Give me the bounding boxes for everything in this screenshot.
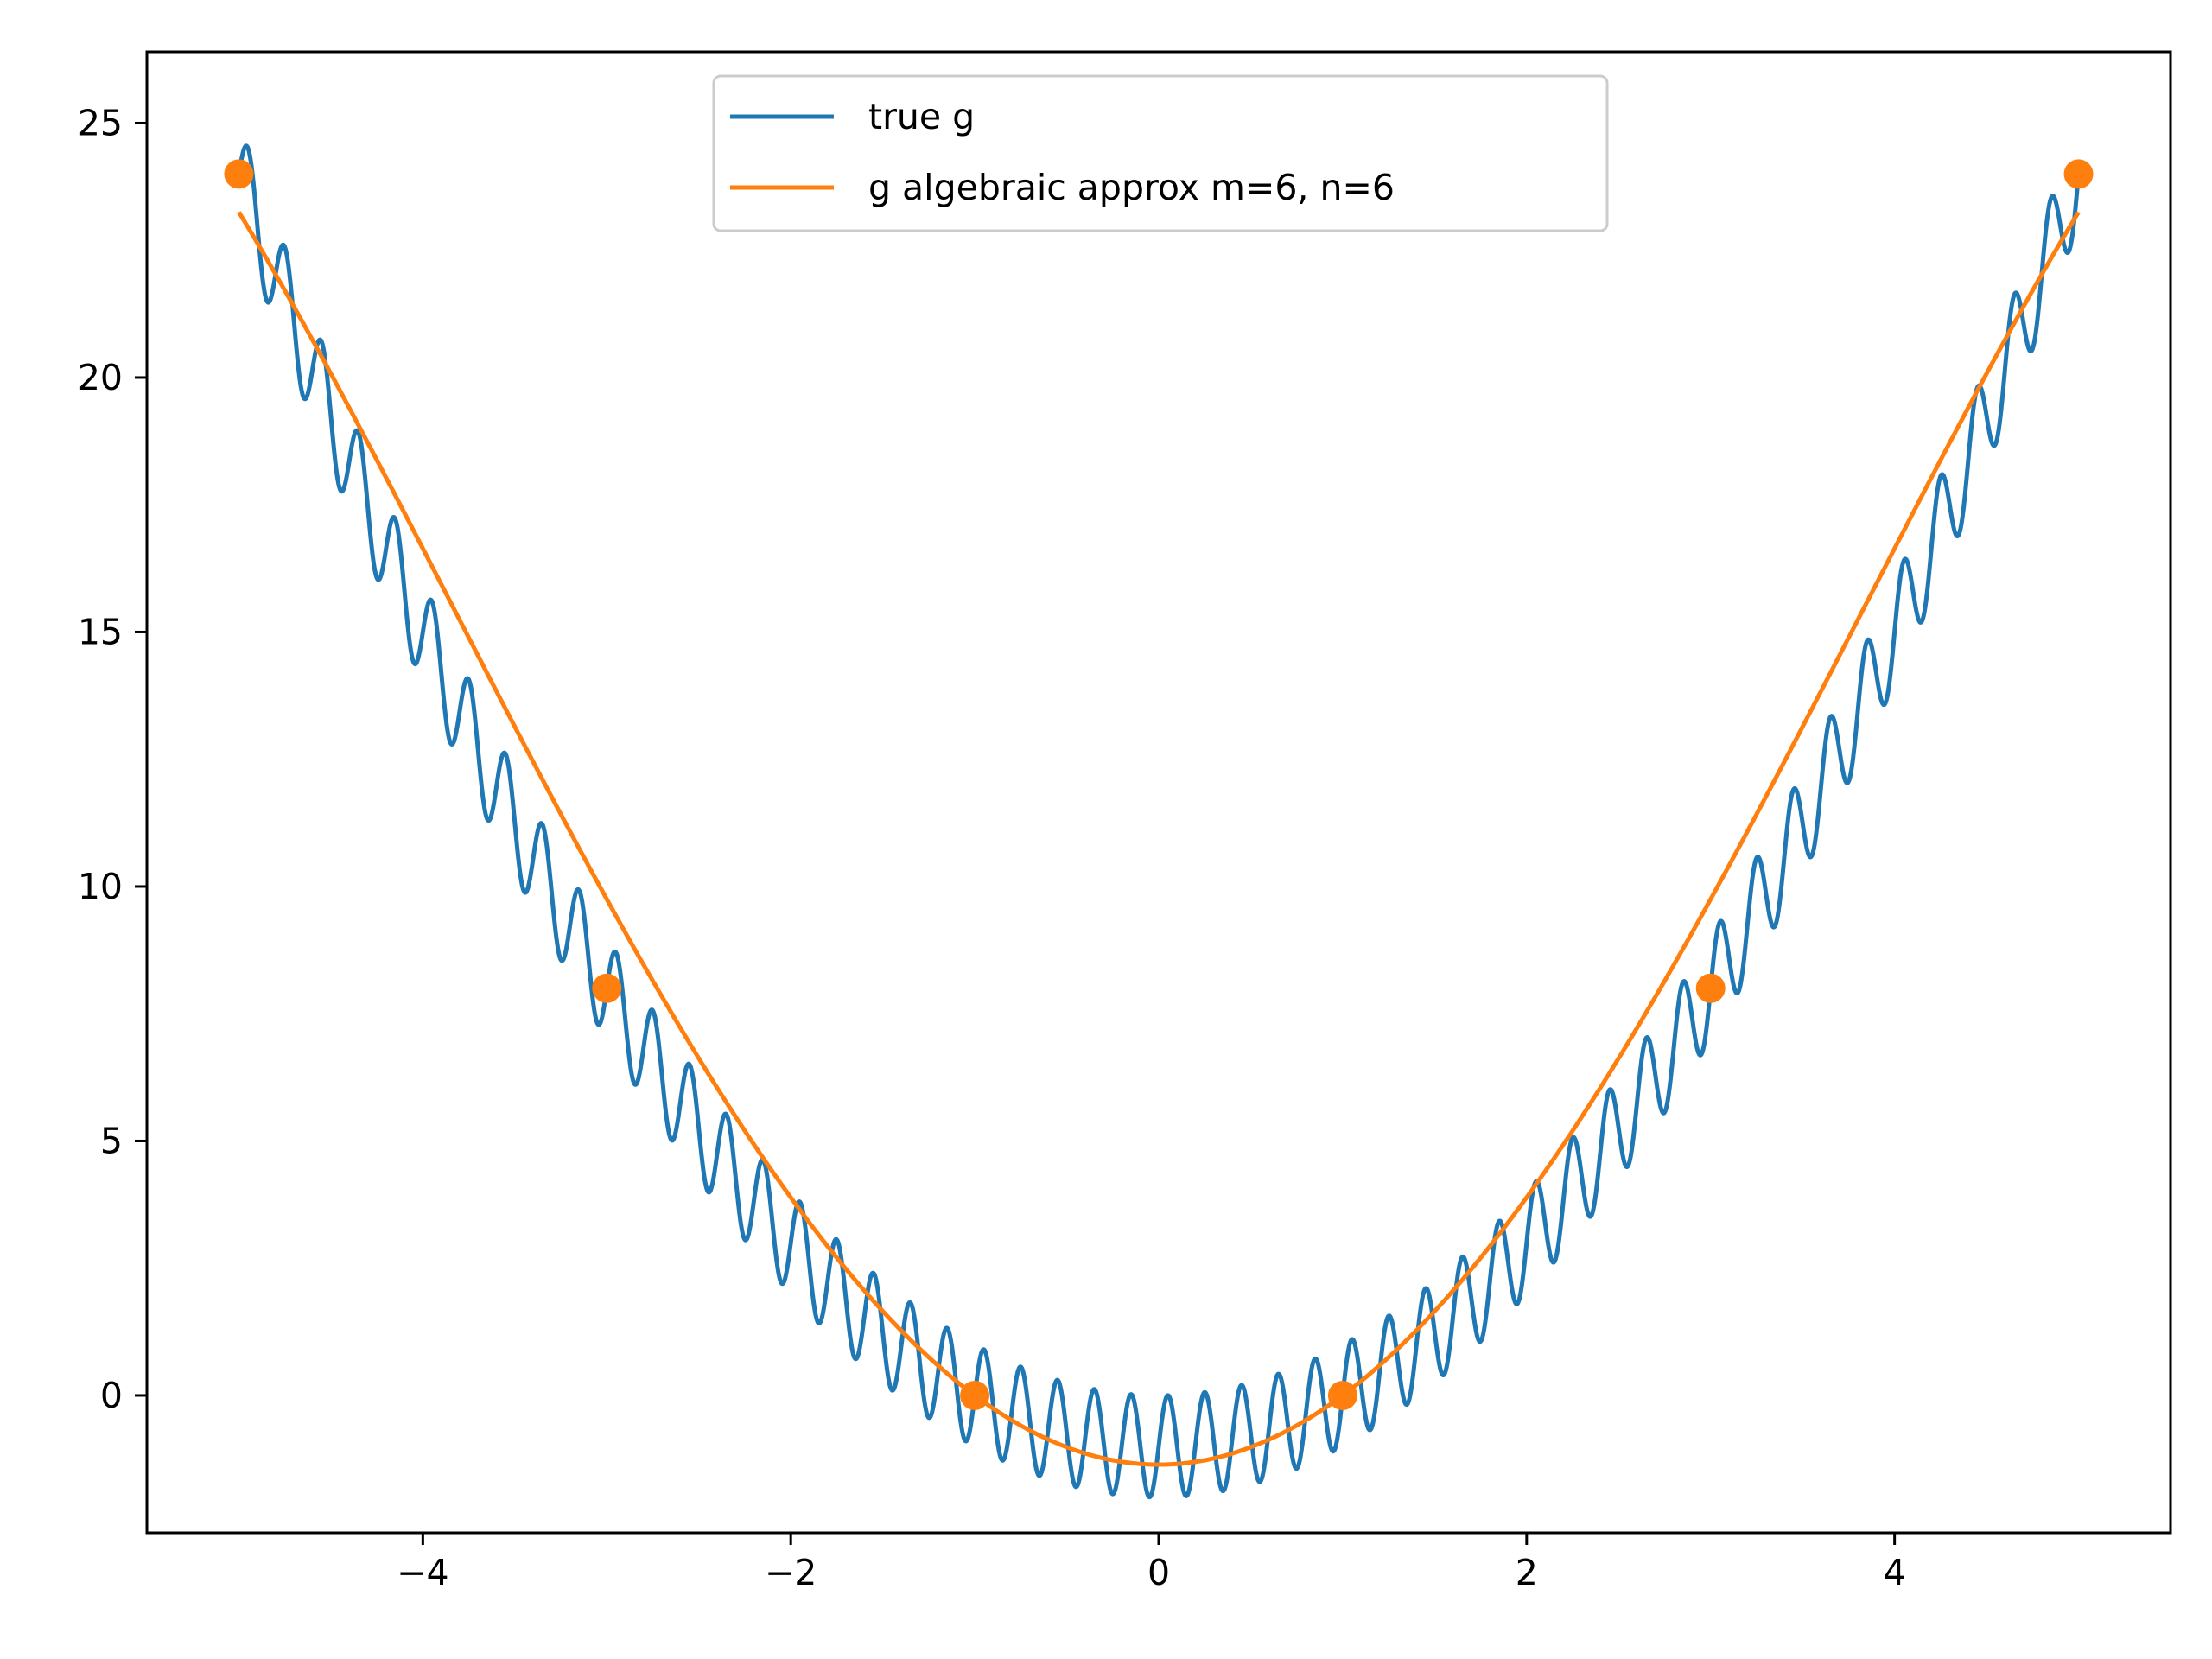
node-point (224, 159, 254, 189)
x-tick-label: 4 (1884, 1552, 1906, 1593)
y-tick-label: 25 (78, 102, 123, 143)
y-tick-label: 20 (78, 357, 123, 398)
legend-label-true-g: true g (868, 96, 975, 137)
node-point (2063, 159, 2094, 189)
node-point (960, 1380, 990, 1410)
node-point (592, 973, 622, 1003)
legend: true g g algebraic approx m=6, n=6 (712, 74, 1609, 232)
y-tick-label: 15 (78, 611, 123, 652)
x-tick-label: −4 (397, 1552, 448, 1593)
plot-area (224, 143, 2094, 1500)
axes: −4 −2 0 2 4 0 5 10 15 20 25 (78, 50, 2172, 1593)
legend-label-approx: g algebraic approx m=6, n=6 (868, 167, 1395, 208)
node-point (1327, 1380, 1357, 1410)
x-tick-label: 0 (1147, 1552, 1170, 1593)
node-point (1695, 973, 1726, 1003)
x-tick-label: −2 (765, 1552, 817, 1593)
y-tick-label: 0 (100, 1375, 123, 1416)
y-tick-label: 5 (100, 1120, 123, 1161)
y-tick-label: 10 (78, 866, 123, 907)
x-tick-label: 2 (1516, 1552, 1538, 1593)
series-line-true-g (236, 143, 2082, 1500)
legend-box (712, 74, 1609, 232)
series-line-approx (237, 211, 2081, 1467)
